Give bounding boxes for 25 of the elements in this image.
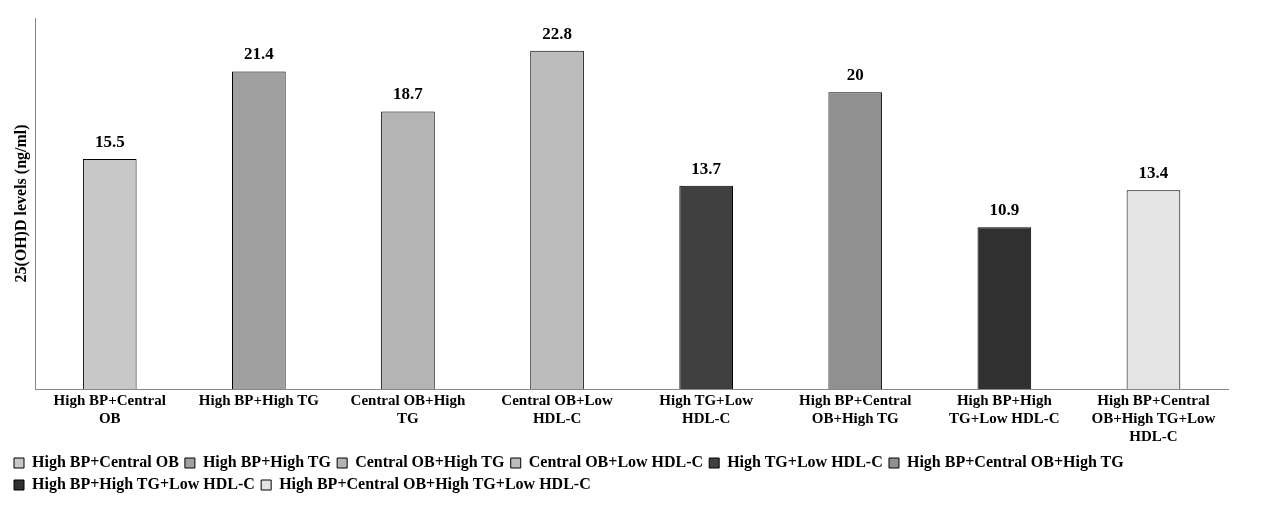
x-tick-label: High BP+High TG+Low HDL-C xyxy=(949,391,1060,426)
x-tick-label: High BP+Central OB+High TG xyxy=(799,391,912,426)
legend-label: High BP+Central OB+High TG+Low HDL-C xyxy=(279,475,591,494)
legend-label: High BP+Central OB xyxy=(32,453,180,472)
data-label: 22.8 xyxy=(542,23,572,43)
data-label: 18.7 xyxy=(393,84,424,104)
x-tick-label: High BP+Central OB+High TG+Low HDL-C xyxy=(1091,391,1216,444)
x-tick-label: Central OB+High TG xyxy=(350,391,466,426)
legend-label: High BP+High TG+Low HDL-C xyxy=(32,475,255,494)
x-tick-label: High BP+High TG xyxy=(198,391,320,408)
legend-label: Central OB+High TG xyxy=(355,453,505,472)
legend-label: Central OB+Low HDL-C xyxy=(528,453,704,471)
data-label: 20 xyxy=(846,65,864,85)
x-tick-label: High TG+Low HDL-C xyxy=(659,391,754,426)
data-label: 21.4 xyxy=(243,44,275,64)
legend-label: High BP+High TG xyxy=(202,453,332,472)
legend-label: High TG+Low HDL-C xyxy=(727,453,883,472)
data-label: 10.9 xyxy=(989,200,1020,220)
data-label: 13.7 xyxy=(691,158,722,178)
x-tick-label: High BP+Central OB xyxy=(53,391,166,426)
data-label: 13.4 xyxy=(1138,163,1169,183)
x-tick-label: Central OB+Low HDL-C xyxy=(501,391,613,426)
legend-label: High BP+Central OB+High TG xyxy=(906,453,1125,472)
data-label: 15.5 xyxy=(94,131,125,151)
y-axis-title: 25(OH)D levels (ng/ml) xyxy=(11,124,30,283)
